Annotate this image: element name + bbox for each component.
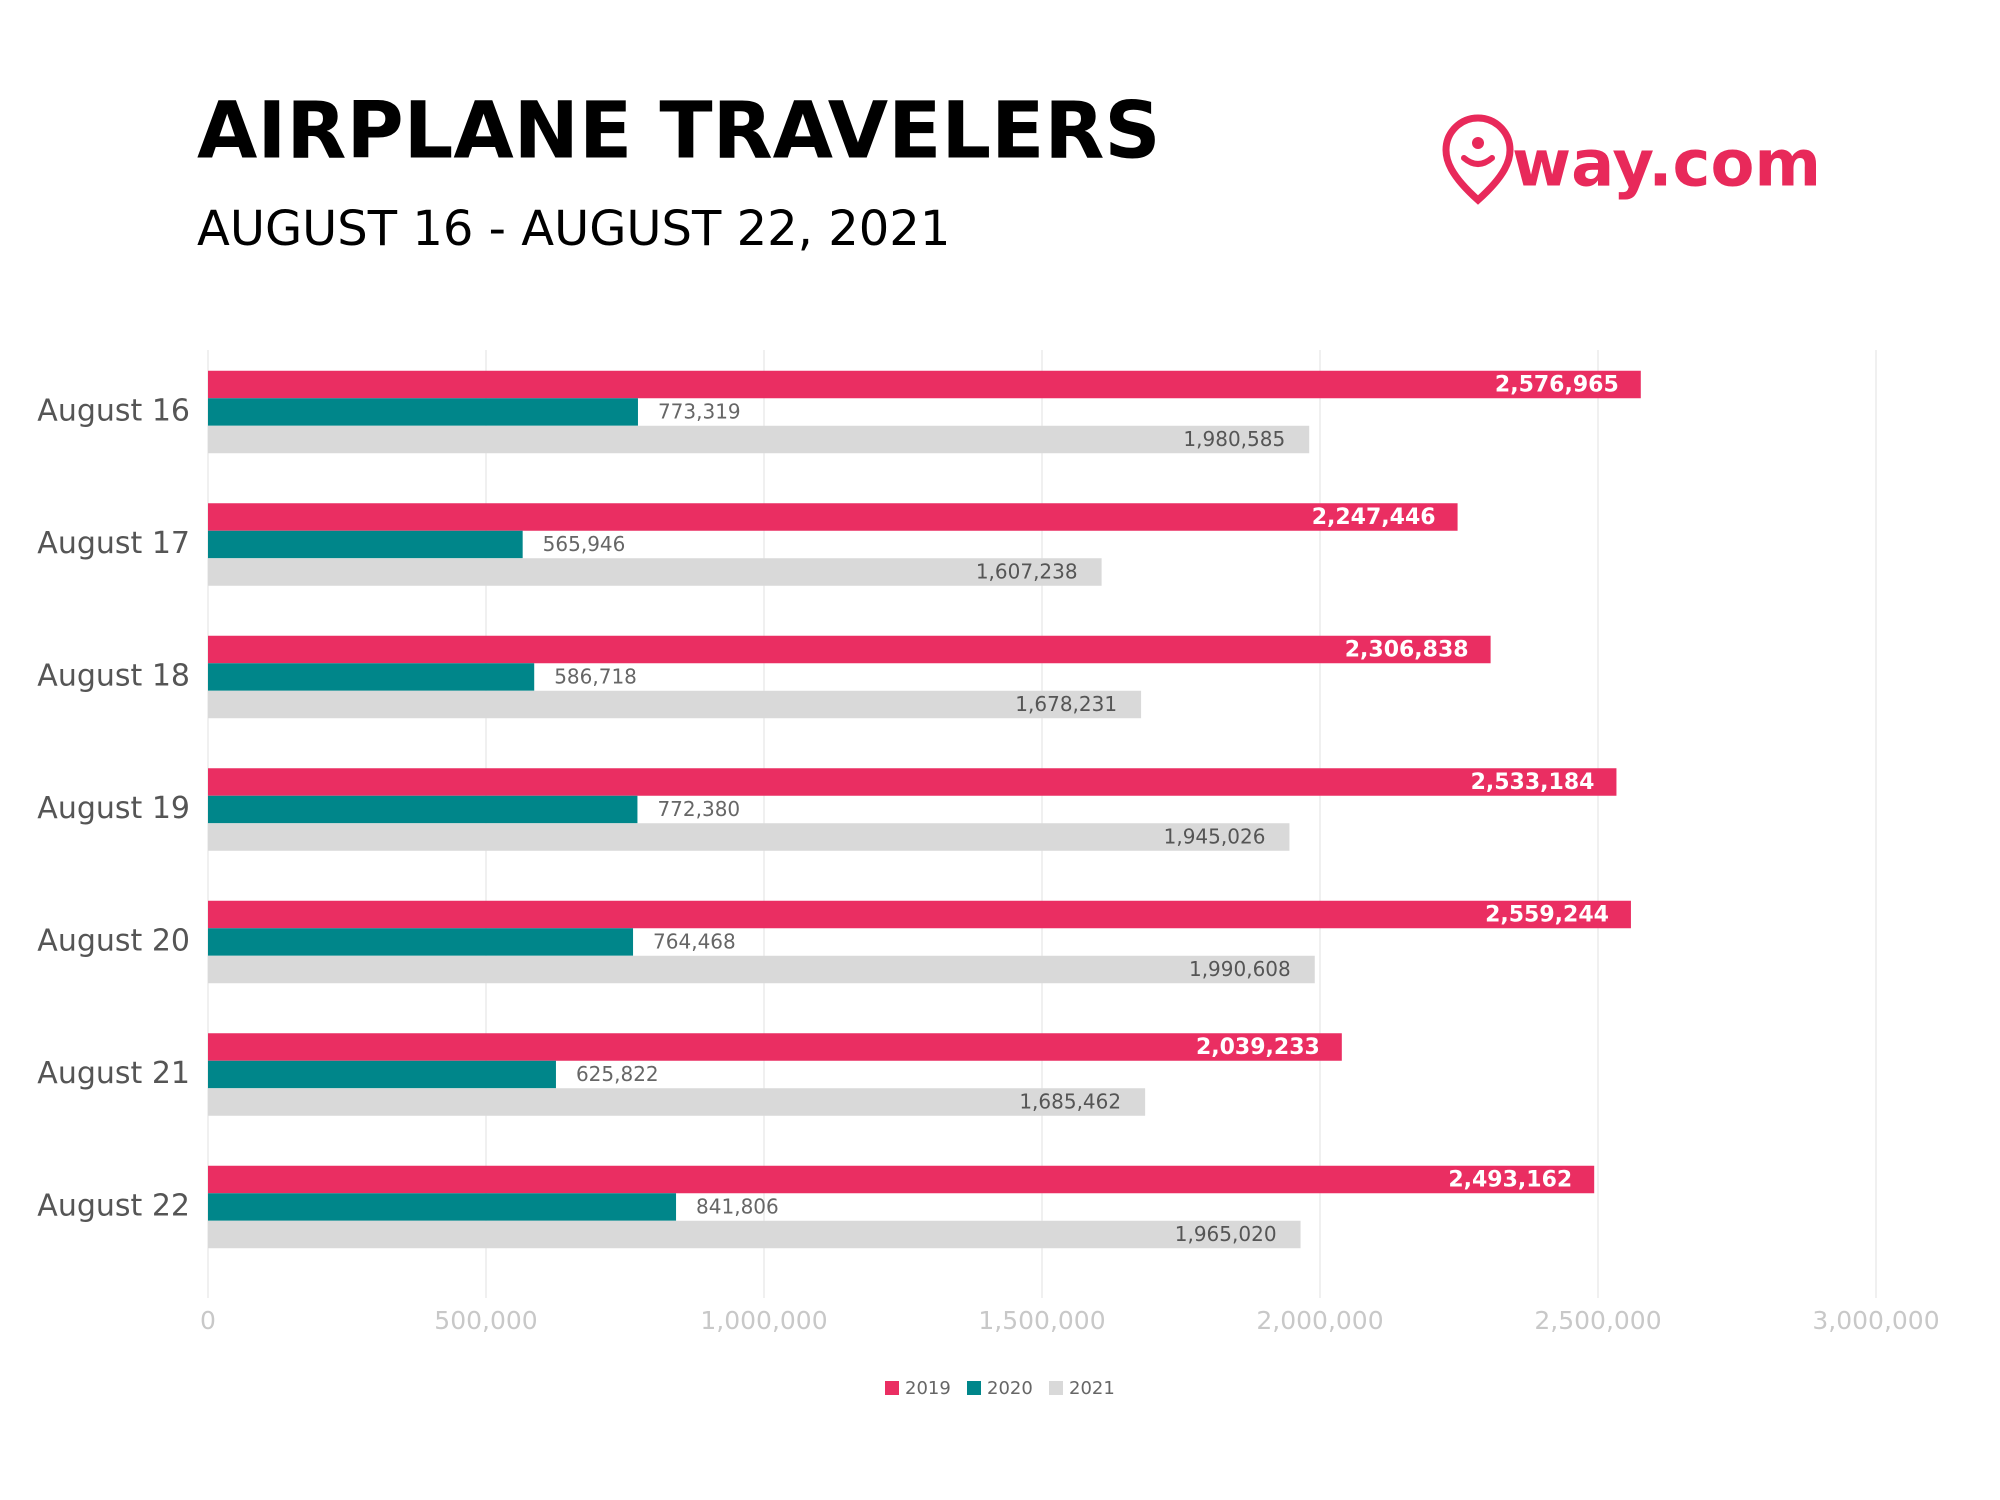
legend-label: 2019 [905,1378,951,1399]
bar [208,635,1491,664]
x-tick-label: 0 [200,1306,216,1335]
value-label: 1,990,608 [1189,957,1291,981]
logo-smile [1461,155,1495,167]
x-tick-label: 1,500,000 [978,1306,1105,1335]
legend-swatch [967,1381,981,1395]
value-label: 625,822 [576,1062,659,1086]
bar [208,690,1142,719]
value-label: 1,980,585 [1183,427,1285,451]
value-label: 1,685,462 [1019,1090,1121,1114]
bar [208,900,1631,929]
value-label: 841,806 [696,1195,779,1219]
logo-eye [1472,137,1484,149]
value-label: 1,607,238 [976,560,1078,584]
bar [208,425,1310,454]
x-tick-label: 2,000,000 [1256,1306,1383,1335]
value-label: 2,533,184 [1471,770,1595,795]
y-tick-label: August 22 [37,1189,190,1224]
legend-label: 2020 [987,1378,1033,1399]
logo: way.com [1442,114,1821,205]
value-label: 773,319 [658,400,741,424]
y-tick-label: August 16 [37,394,190,429]
bar [208,530,523,559]
bar [208,663,535,691]
value-label: 2,306,838 [1345,638,1469,663]
bar [208,370,1641,399]
x-tick-label: 2,500,000 [1534,1306,1661,1335]
bar [208,768,1617,796]
value-label: 2,247,446 [1312,505,1436,530]
value-label: 586,718 [554,665,637,689]
bar [208,928,634,956]
y-tick-label: August 20 [37,924,190,959]
bar [208,1193,677,1221]
value-label: 1,965,020 [1175,1222,1277,1246]
value-label: 2,559,244 [1485,903,1609,928]
value-label: 2,493,162 [1448,1168,1572,1193]
chart-subtitle: AUGUST 16 - AUGUST 22, 2021 [197,201,950,257]
legend-label: 2021 [1069,1378,1115,1399]
bar [208,1060,556,1089]
bar [208,558,1102,586]
value-label: 2,039,233 [1196,1035,1320,1060]
x-tick-label: 1,000,000 [700,1306,827,1335]
bar [208,1088,1146,1116]
x-tick-label: 500,000 [434,1306,537,1335]
logo-icon [1442,114,1514,205]
bar [208,398,638,426]
bar [208,823,1290,851]
legend-swatch [885,1381,899,1395]
value-label: 1,945,026 [1164,825,1266,849]
value-label: 1,678,231 [1015,692,1117,716]
y-tick-label: August 21 [37,1056,190,1091]
bar [208,955,1315,984]
value-label: 772,380 [657,797,740,821]
y-tick-label: August 19 [37,791,190,826]
value-label: 2,576,965 [1495,373,1619,398]
y-tick-label: August 17 [37,526,190,561]
bar [208,1165,1595,1194]
y-tick-label: August 18 [37,659,190,694]
bar [208,1220,1301,1249]
bar [208,503,1458,531]
legend-swatch [1049,1381,1063,1395]
bar [208,1033,1342,1061]
logo-text: way.com [1512,128,1821,202]
value-label: 764,468 [653,930,736,954]
x-tick-label: 3,000,000 [1812,1306,1939,1335]
chart-title: AIRPLANE TRAVELERS [197,86,1161,176]
bar [208,795,638,824]
value-label: 565,946 [543,532,626,556]
